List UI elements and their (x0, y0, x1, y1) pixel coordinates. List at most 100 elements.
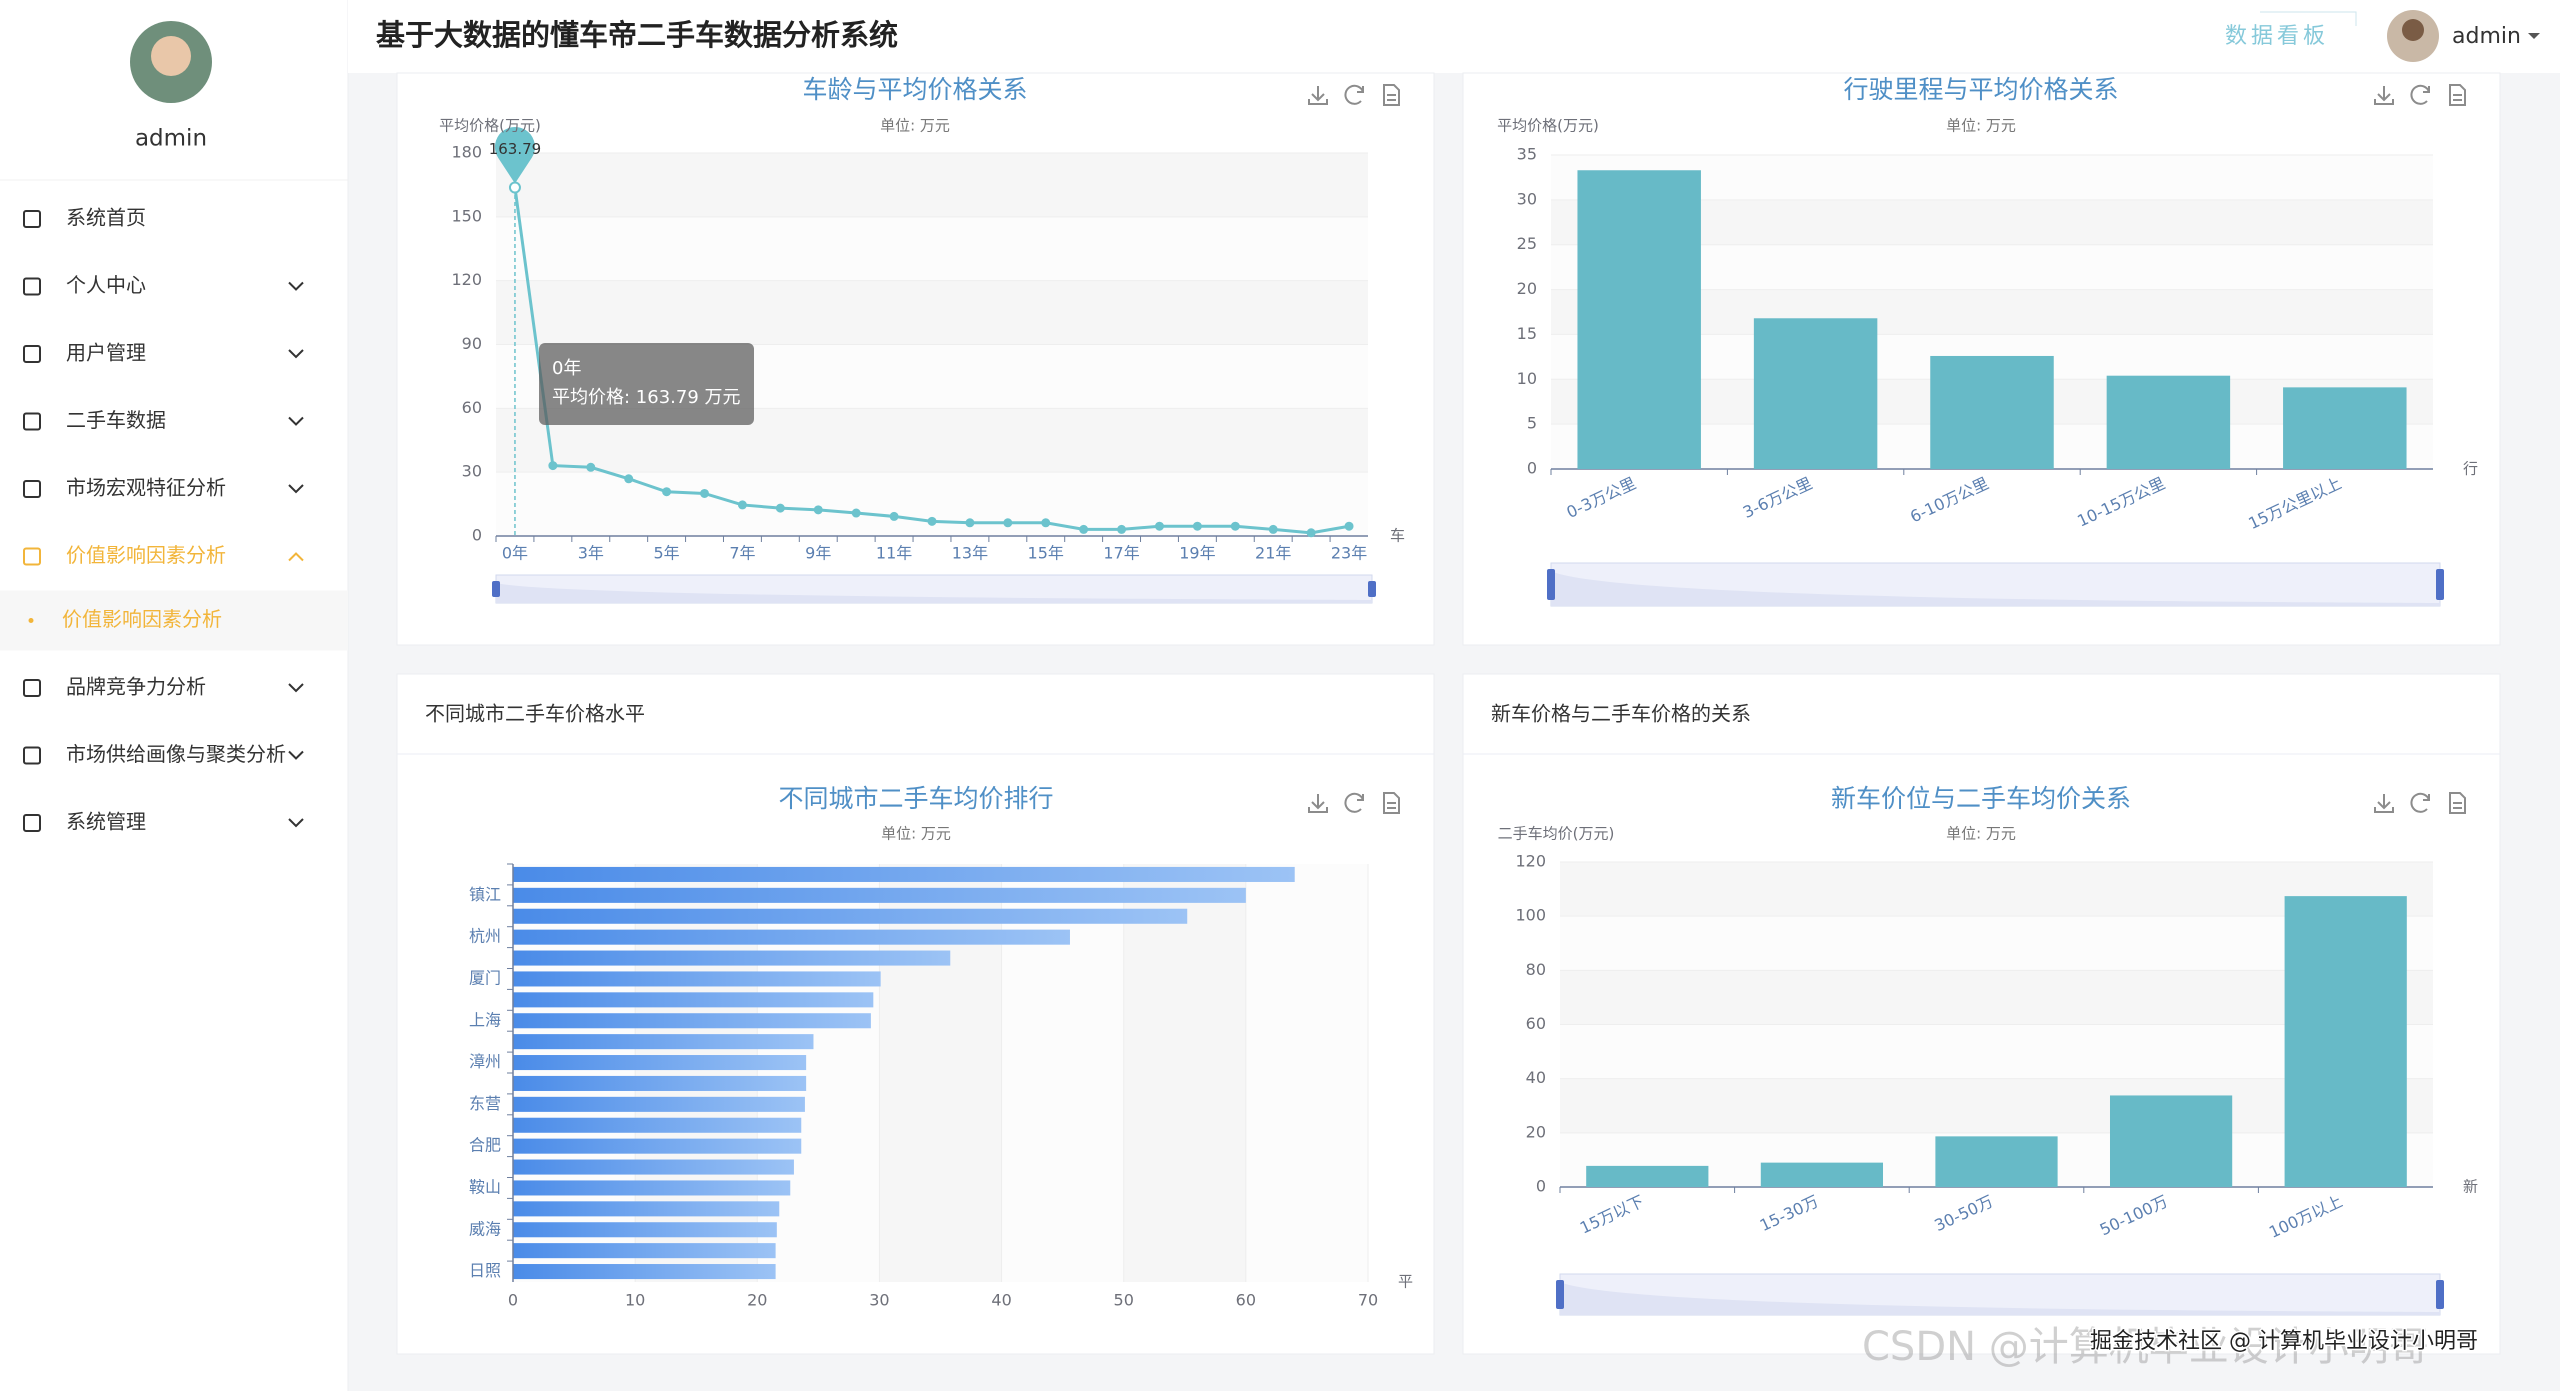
split-area (879, 864, 1002, 1282)
x-axis-name: 车 (1390, 527, 1405, 545)
y-tick-label: 10 (1517, 369, 1537, 388)
tooltip-title: 0年 (552, 358, 581, 379)
data-point (586, 462, 596, 472)
chart-subtitle: 单位: 万元 (1946, 117, 2016, 135)
data-point (508, 181, 521, 194)
menu-icon (23, 814, 41, 832)
bar (513, 1117, 802, 1133)
tool-download[interactable] (2374, 86, 2394, 105)
bar (513, 1180, 791, 1196)
x-tick-label: 15年 (1028, 544, 1064, 563)
bar (2106, 375, 2231, 469)
y-tick-label: 鞍山 (469, 1177, 501, 1196)
nav-decoration (2260, 11, 2357, 26)
tool-dataview[interactable] (2449, 792, 2466, 814)
x-tick-label: 70 (1358, 1291, 1378, 1310)
panel-title: 新车价格与二手车价格的关系 (1491, 702, 1751, 726)
menu-icon (23, 412, 41, 431)
header-title: 基于大数据的懂车帝二手车数据分析系统 (376, 18, 898, 52)
user-name[interactable]: admin (2452, 24, 2521, 49)
menu-item[interactable]: 用户管理 (66, 341, 146, 365)
y-tick-label: 5 (1527, 414, 1537, 433)
tool-dataview[interactable] (2449, 84, 2466, 106)
menu-icon (23, 480, 41, 498)
data-point (1306, 528, 1316, 538)
y-tick-label: 90 (462, 334, 482, 353)
x-tick-label: 19年 (1179, 544, 1215, 563)
sidebar (0, 0, 348, 1391)
menu-icon (23, 679, 41, 697)
y-tick-label: 漳州 (469, 1052, 501, 1071)
panel-title: 不同城市二手车价格水平 (425, 702, 645, 726)
menu-item[interactable]: 个人中心 (66, 273, 146, 297)
y-tick-label: 上海 (469, 1010, 501, 1029)
menu-arrow (288, 484, 304, 494)
y-tick-label: 厦门 (469, 968, 501, 987)
submenu-item[interactable]: 价值影响因素分析 (62, 607, 222, 631)
bar (513, 1055, 807, 1071)
menu-item[interactable]: 系统首页 (66, 206, 146, 230)
tool-refresh[interactable] (1344, 792, 1364, 813)
tool-refresh[interactable] (2410, 84, 2430, 105)
bar (513, 1159, 794, 1175)
watermark: CSDN @计算机毕业设计小明哥 (1862, 1324, 2429, 1370)
tool-dataview[interactable] (1383, 792, 1400, 814)
y-tick-label: 0 (1536, 1177, 1546, 1196)
bar (513, 1264, 776, 1280)
user-avatar-face (2402, 19, 2424, 41)
y-tick-label: 120 (1515, 852, 1546, 871)
x-tick-label: 7年 (729, 544, 755, 563)
tool-dataview[interactable] (1383, 84, 1400, 106)
data-point (965, 518, 975, 528)
menu-item[interactable]: 系统管理 (66, 810, 146, 834)
menu-item[interactable]: 价值影响因素分析 (66, 543, 226, 567)
data-zoom-handle[interactable] (1368, 581, 1376, 597)
y-tick-label: 20 (1526, 1122, 1546, 1141)
mark-point (494, 126, 535, 184)
tool-download[interactable] (1308, 794, 1328, 813)
chart-subtitle: 单位: 万元 (1946, 825, 2016, 843)
x-tick-label: 0年 (502, 544, 528, 563)
x-tick-label: 60 (1236, 1291, 1256, 1310)
data-point (775, 503, 785, 513)
menu-item[interactable]: 品牌竞争力分析 (66, 675, 206, 699)
tool-refresh[interactable] (2410, 792, 2430, 813)
bar (2109, 1095, 2233, 1187)
bar (1760, 1162, 1884, 1187)
data-point (700, 488, 710, 498)
x-tick-label: 3年 (578, 544, 604, 563)
data-zoom-handle[interactable] (2436, 1280, 2444, 1309)
data-zoom-handle[interactable] (492, 581, 500, 597)
y-tick-label: 120 (451, 270, 482, 289)
tool-download[interactable] (1308, 86, 1328, 105)
menu-item[interactable]: 市场宏观特征分析 (66, 476, 226, 500)
split-area (1245, 864, 1368, 1282)
user-caret (2528, 33, 2540, 39)
data-zoom-handle[interactable] (2436, 569, 2444, 600)
y-tick-label: 0 (1527, 459, 1537, 478)
split-area (496, 153, 1368, 217)
bar (513, 908, 1188, 924)
y-tick-label: 杭州 (469, 927, 501, 946)
tool-refresh[interactable] (1344, 84, 1364, 105)
chart-subtitle: 单位: 万元 (880, 117, 950, 135)
data-point (1117, 524, 1127, 534)
submenu-bg (0, 590, 348, 651)
y-tick-label: 0 (472, 526, 482, 545)
menu-arrow (288, 818, 304, 828)
menu-item[interactable]: 二手车数据 (66, 408, 166, 432)
tooltip-text: 平均价格: 163.79 万元 (552, 387, 741, 408)
menu-arrow (288, 349, 304, 359)
data-point (548, 461, 558, 471)
submenu-dot (28, 618, 34, 623)
bar (513, 1138, 802, 1154)
menu-item[interactable]: 市场供给画像与聚类分析 (66, 742, 286, 766)
nav-link[interactable]: 数据看板 (2225, 24, 2329, 49)
tool-download[interactable] (2374, 794, 2394, 813)
data-point (1041, 518, 1051, 528)
bar (2284, 896, 2407, 1187)
data-zoom-handle[interactable] (1547, 569, 1555, 600)
data-zoom-handle[interactable] (1556, 1280, 1564, 1309)
menu-arrow (288, 750, 304, 760)
